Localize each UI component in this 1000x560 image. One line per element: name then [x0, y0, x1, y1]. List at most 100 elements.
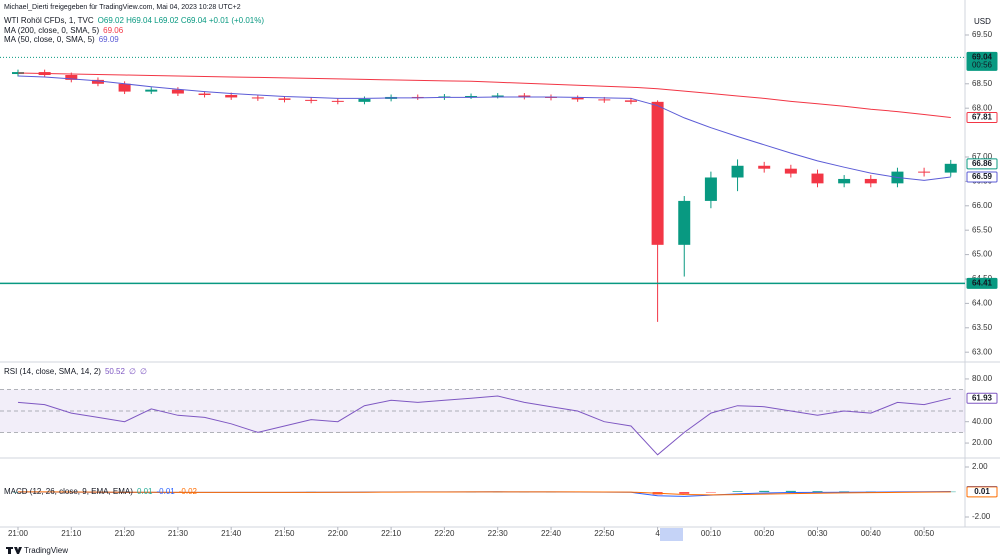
y-tick-label: 69.50 [972, 30, 993, 39]
x-tick-label: 4 [655, 529, 660, 538]
y-tick-label: 80.00 [972, 374, 993, 383]
y-tick-label: 66.00 [972, 201, 993, 210]
legend: MA (200, close, 0, SMA, 5) 69.06 [4, 26, 124, 35]
x-tick-label: 22:40 [541, 529, 562, 538]
legend-item: 69.09 [99, 35, 120, 44]
x-tick-label: 22:20 [434, 529, 455, 538]
x-tick-label: 22:00 [328, 529, 349, 538]
brand: TradingView [24, 546, 68, 555]
candle-body [198, 93, 211, 96]
legend-item: 0.01 [137, 487, 153, 496]
legend: MA (50, close, 0, SMA, 5) 69.09 [4, 35, 119, 44]
legend-item: WTI Rohöl CFDs, 1, TVC [4, 16, 94, 25]
candle-body [571, 97, 584, 100]
legend-item: ∅ [140, 367, 147, 376]
y-tick-label: 63.00 [972, 347, 993, 356]
candle-body [518, 95, 531, 97]
price-tag [966, 277, 998, 289]
histogram-bar [732, 491, 743, 492]
x-tick-label: 00:30 [807, 529, 828, 538]
y-tick-label: -2.00 [972, 512, 991, 521]
y-tick-label: 68.00 [972, 103, 993, 112]
y-tick-label: 40.00 [972, 417, 993, 426]
y-tick-label: 20.00 [972, 438, 993, 447]
histogram-bar [759, 490, 770, 492]
logo [6, 547, 22, 554]
candle-body [251, 97, 264, 99]
x-tick-label: 21:40 [221, 529, 242, 538]
price-tag-label: 66.86 [972, 159, 993, 168]
y-tick-label: 64.00 [972, 299, 993, 308]
candle-body [465, 95, 478, 97]
x-tick-label: 21:20 [115, 529, 136, 538]
attribution: Michael_Dierti freigegeben für TradingVi… [4, 4, 241, 11]
candle-body [704, 177, 717, 201]
legend: RSI (14, close, SMA, 14, 2) 50.52 ∅ ∅ [4, 367, 147, 376]
candle-body [838, 178, 851, 184]
price-tag [966, 158, 998, 170]
candle-body [171, 89, 184, 94]
candle-body [118, 83, 131, 92]
candle-body [864, 178, 877, 184]
candle-body [358, 98, 371, 102]
price-tag [966, 51, 998, 71]
moving-average [17, 72, 951, 118]
candle-body [278, 98, 291, 100]
rsi-line [17, 395, 951, 456]
x-tick-label: 00:20 [754, 529, 775, 538]
candle-body [598, 99, 611, 101]
x-tick-label: 21:50 [274, 529, 295, 538]
candle-body [784, 168, 797, 174]
y-tick-label: 65.00 [972, 250, 993, 259]
legend: MACD (12, 26, close, 9, EMA, EMA) 0.01 -0.… [4, 487, 198, 496]
x-tick-label: 00:50 [914, 529, 935, 538]
legend-item: MA (50, close, 0, SMA, 5) [4, 35, 95, 44]
x-tick-label: 22:30 [488, 529, 509, 538]
currency: USD [974, 17, 991, 26]
y-tick-label: 63.50 [972, 323, 993, 332]
price-tag-label: 66.59 [972, 172, 993, 181]
macd-line [18, 491, 951, 496]
x-tick-label: 21:10 [61, 529, 82, 538]
y-tick-label: 65.50 [972, 225, 993, 234]
price-tag [966, 171, 998, 183]
date-highlight [660, 528, 683, 541]
x-tick-label: 21:30 [168, 529, 189, 538]
x-tick-label: 00:10 [701, 529, 722, 538]
candle-body [651, 101, 664, 245]
candle-body [811, 173, 824, 184]
legend-item: 69.06 [103, 26, 124, 35]
price-tag [966, 392, 998, 404]
x-tick-label: 22:10 [381, 529, 402, 538]
candle-body [225, 95, 238, 98]
legend-item: 50.52 [105, 367, 126, 376]
y-tick-label: 2.00 [972, 462, 988, 471]
legend-item: -0.02 [179, 487, 198, 496]
legend-item: ∅ [129, 367, 136, 376]
price-tag-label: 67.81 [972, 113, 993, 122]
moving-average [17, 75, 951, 181]
histogram-bar [785, 490, 796, 492]
legend-item: MA (200, close, 0, SMA, 5) [4, 26, 99, 35]
histogram-bar [812, 491, 823, 492]
candle-body [944, 163, 957, 173]
candle-body [758, 165, 771, 169]
price-tag-label: 64.41 [972, 278, 993, 287]
legend-item: O69.02 H69.04 L69.02 C69.04 +0.01 (+0.01… [98, 16, 265, 25]
candle-body [731, 165, 744, 178]
price-tag [966, 486, 998, 498]
candle-body [145, 89, 158, 92]
candle-body [918, 171, 931, 173]
x-tick-label: 22:50 [594, 529, 615, 538]
x-tick-label: 21:00 [8, 529, 29, 538]
y-tick-label: 67.00 [972, 152, 993, 161]
candle-body [491, 95, 504, 97]
y-tick-label: 68.50 [972, 79, 993, 88]
legend-item: RSI (14, close, SMA, 14, 2) [4, 367, 101, 376]
candle-body [624, 100, 637, 102]
histogram-bar [839, 491, 850, 492]
candle-body [91, 79, 104, 84]
candle-body [305, 99, 318, 101]
price-tag-countdown: 00:56 [972, 61, 993, 70]
